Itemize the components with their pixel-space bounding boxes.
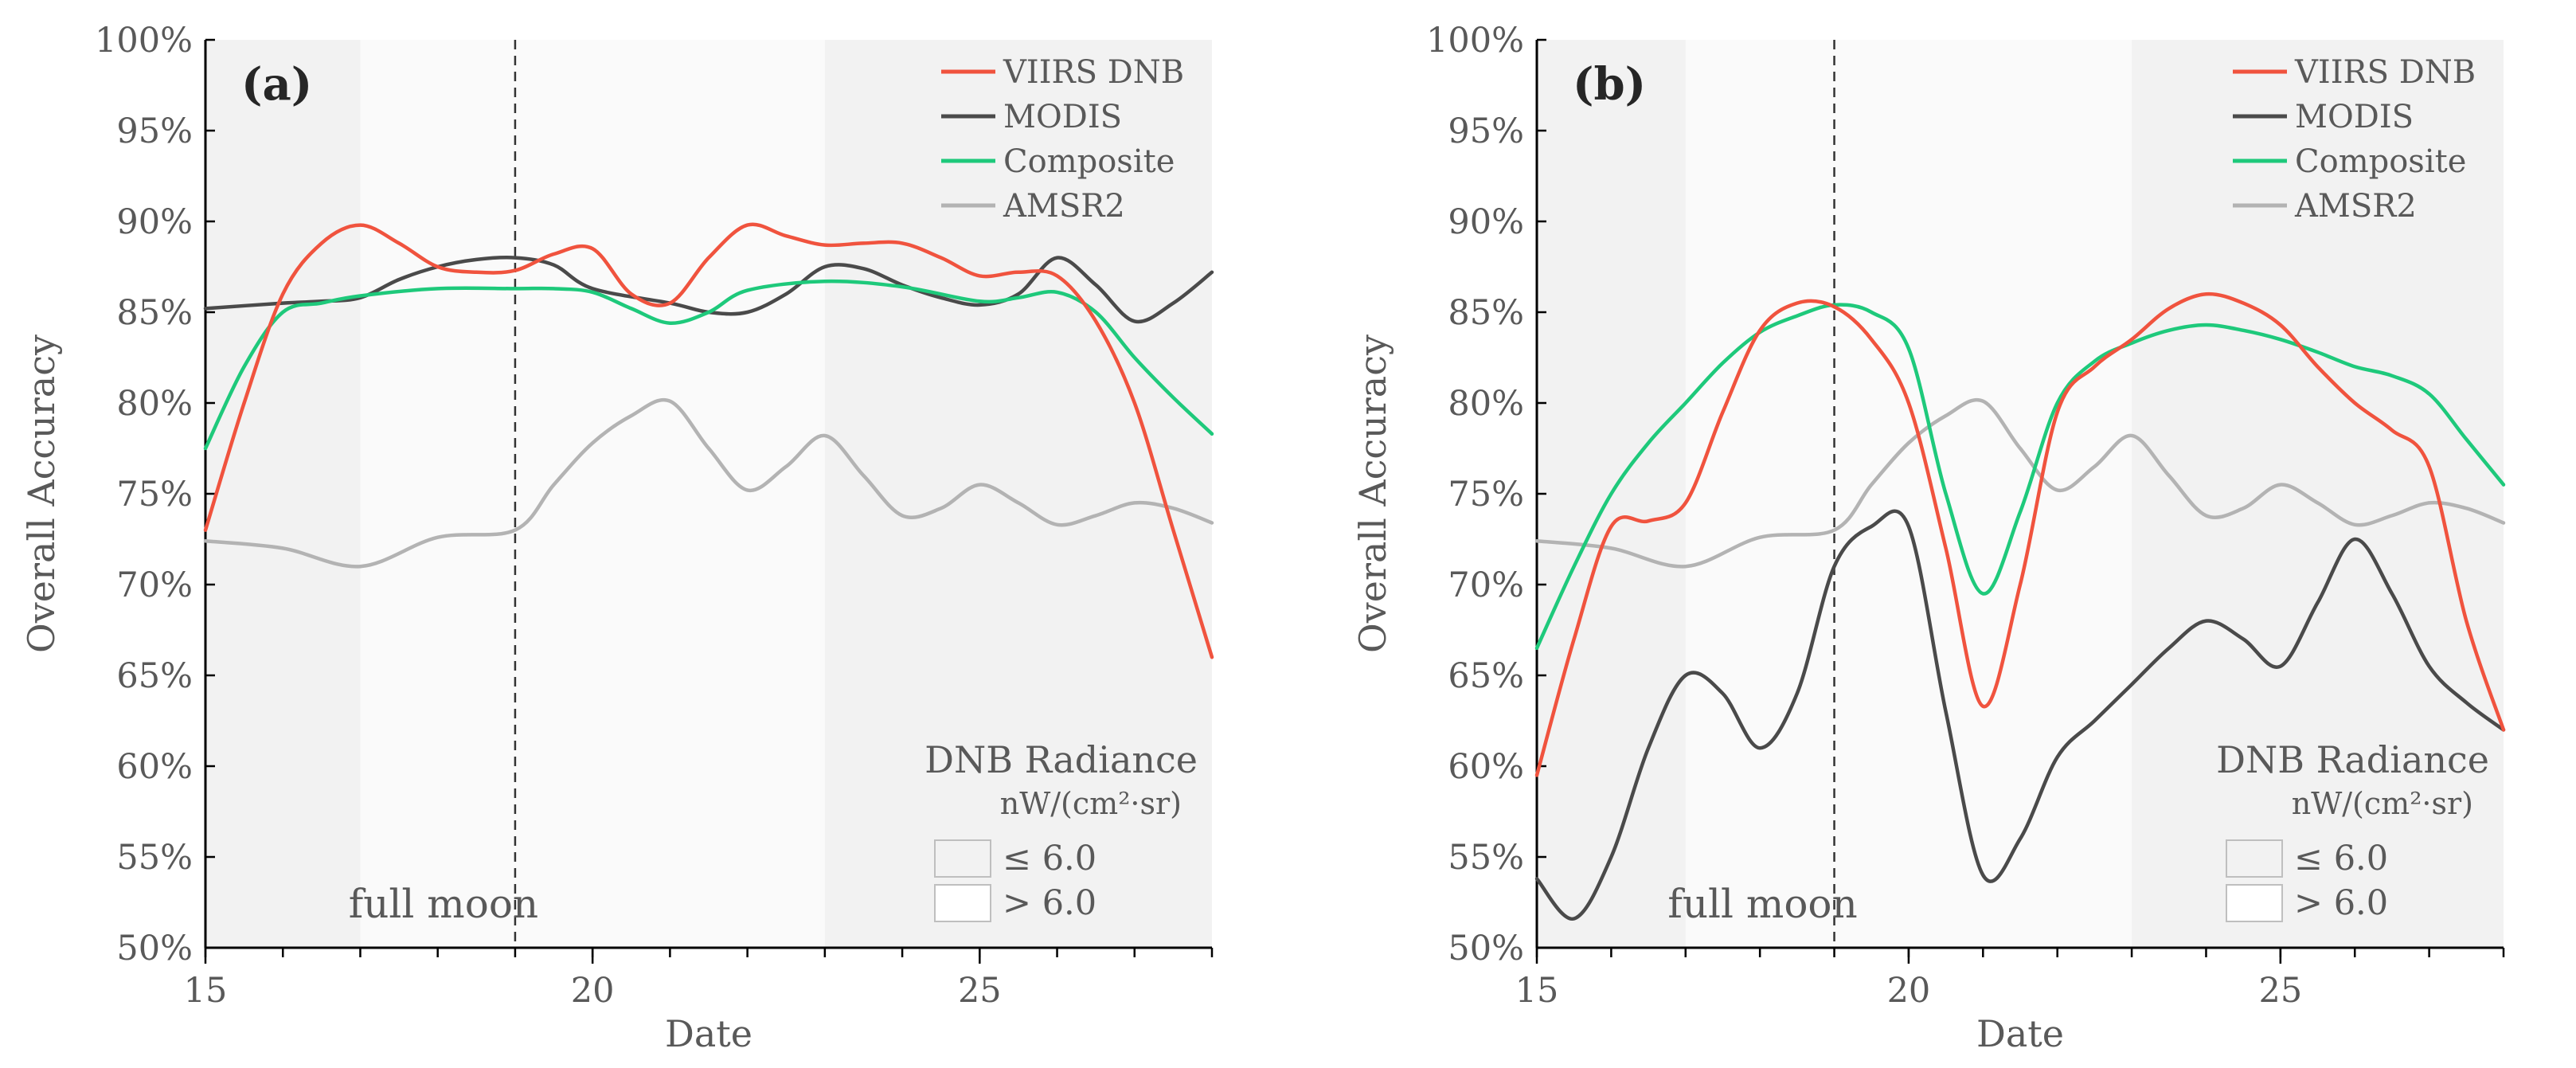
- x-tick-label: 25: [958, 971, 1002, 1011]
- y-tick-label: 60%: [1448, 747, 1524, 787]
- dnb-swatch: [934, 839, 991, 878]
- light-band: [360, 40, 825, 948]
- series-line-modis: [1534, 509, 2506, 921]
- legend-label-amsr2: AMSR2: [1003, 188, 1125, 225]
- dnb-unit: nW/(cm²·sr): [2292, 786, 2473, 821]
- series-line-composite: [1534, 303, 2506, 651]
- legend-label-amsr2: AMSR2: [2294, 188, 2417, 225]
- y-tick-label: 55%: [116, 838, 193, 878]
- y-tick-label: 70%: [1448, 565, 1524, 605]
- series-line-composite: [203, 279, 1214, 451]
- series-line-viirs-dnb: [1534, 291, 2506, 777]
- y-tick-label: 80%: [116, 384, 193, 424]
- series-line-amsr2: [1534, 397, 2506, 569]
- dnb-item-label: > 6.0: [2294, 883, 2388, 923]
- y-axis-title: Overall Accuracy: [20, 334, 63, 653]
- light-band: [1685, 40, 2132, 948]
- legend-label-viirs-dnb: VIIRS DNB: [2294, 54, 2476, 91]
- series-line-modis: [203, 255, 1214, 324]
- dnb-title: DNB Radiance: [2216, 738, 2489, 781]
- dnb-title: DNB Radiance: [924, 738, 1198, 781]
- x-tick-label: 15: [1515, 971, 1559, 1011]
- y-tick-label: 50%: [1448, 929, 1524, 968]
- chart-panel-b: 50% 55% 60% 65% 70% 75% 80% 85% 90% 95% 100% 15 20 25…: [1351, 21, 2506, 1055]
- y-tick-label: 75%: [116, 475, 193, 514]
- x-tick-label: 25: [2258, 971, 2302, 1011]
- panel-label: (b): [1573, 58, 1646, 111]
- y-tick-label: 65%: [1448, 656, 1524, 696]
- dnb-item-label: > 6.0: [1003, 883, 1096, 923]
- y-tick-label: 60%: [116, 747, 193, 787]
- dnb-swatch: [934, 884, 991, 922]
- dnb-item-label: ≤ 6.0: [2294, 839, 2388, 878]
- x-axis-title: Date: [1976, 1012, 2064, 1055]
- series-line-viirs-dnb: [203, 222, 1214, 659]
- legend-label-viirs-dnb: VIIRS DNB: [1003, 54, 1184, 91]
- x-axis-title: Date: [665, 1012, 752, 1055]
- y-tick-label: 70%: [116, 565, 193, 605]
- legend-label-modis: MODIS: [2295, 99, 2414, 135]
- shaded-band: [205, 40, 361, 948]
- legend-label-modis: MODIS: [1003, 99, 1122, 135]
- y-tick-label: 50%: [116, 929, 193, 968]
- panel-label: (a): [241, 58, 312, 111]
- chart-panel-a: 50% 55% 60% 65% 70% 75% 80% 85% 90% 95% 100% 15 20 25…: [20, 21, 1214, 1055]
- y-tick-label: 80%: [1448, 384, 1524, 424]
- dnb-swatch: [2226, 839, 2283, 878]
- y-tick-label: 85%: [1448, 293, 1524, 333]
- y-tick-label: 55%: [1448, 838, 1524, 878]
- y-tick-label: 90%: [116, 202, 193, 242]
- y-tick-label: 100%: [95, 21, 193, 61]
- legend-label-composite: Composite: [2295, 143, 2466, 180]
- x-tick-label: 20: [571, 971, 615, 1011]
- dnb-item-label: ≤ 6.0: [1003, 839, 1096, 878]
- y-tick-label: 95%: [1448, 111, 1524, 151]
- full-moon-label: full moon: [349, 881, 538, 927]
- legend-label-composite: Composite: [1003, 143, 1175, 180]
- x-tick-label: 20: [1887, 971, 1931, 1011]
- x-tick-label: 15: [184, 971, 228, 1011]
- full-moon-label: full moon: [1667, 881, 1857, 927]
- y-tick-label: 65%: [116, 656, 193, 696]
- y-tick-label: 90%: [1448, 202, 1524, 242]
- y-tick-label: 100%: [1426, 21, 1524, 61]
- y-tick-label: 95%: [116, 111, 193, 151]
- shaded-band: [824, 40, 1212, 948]
- dnb-swatch: [2226, 884, 2283, 922]
- dnb-unit: nW/(cm²·sr): [1000, 786, 1182, 821]
- y-axis-title: Overall Accuracy: [1351, 334, 1394, 653]
- shaded-band: [2132, 40, 2504, 948]
- series-line-amsr2: [203, 397, 1214, 569]
- y-tick-label: 75%: [1448, 475, 1524, 514]
- y-tick-label: 85%: [116, 293, 193, 333]
